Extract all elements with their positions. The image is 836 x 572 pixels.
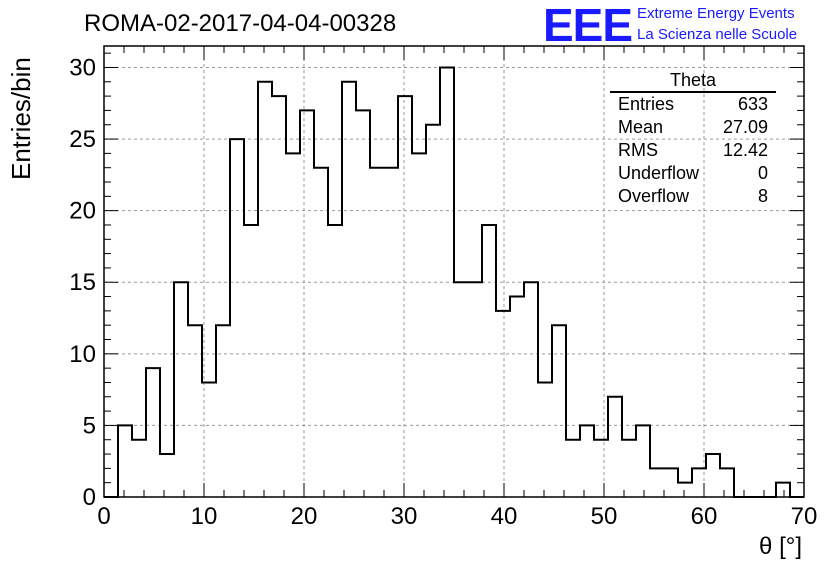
y-tick-label: 25 (69, 126, 96, 153)
x-tick-label: 50 (591, 503, 618, 530)
y-tick-label: 0 (83, 484, 96, 511)
stat-value: 633 (737, 94, 768, 114)
stat-label: Mean (618, 117, 664, 137)
stat-value: 12.42 (722, 140, 768, 160)
stats-box: Theta Entries 633 Mean 27.09 RMS 12.42 U… (610, 70, 776, 208)
logo-eee-text: EEE (543, 0, 633, 51)
y-axis-label: Entries/bin (6, 57, 36, 180)
x-tick-label: 40 (491, 503, 518, 530)
x-tick-label: 60 (691, 503, 718, 530)
y-tick-label: 20 (69, 198, 96, 225)
stat-label: Entries (618, 94, 675, 114)
x-tick-label: 10 (191, 503, 218, 530)
stat-value: 0 (757, 163, 768, 183)
y-tick-label: 15 (69, 269, 96, 296)
x-tick-label: 30 (391, 503, 418, 530)
axes (103, 45, 805, 498)
run-title: ROMA-02-2017-04-04-00328 (84, 10, 397, 37)
y-tick-label: 5 (83, 412, 96, 439)
stat-value: 8 (757, 186, 768, 206)
stat-label: Overflow (618, 186, 690, 206)
logo-subtitle-1: Extreme Energy Events (637, 5, 795, 22)
stat-value: 27.09 (722, 117, 768, 137)
histogram-step-line (104, 66, 804, 498)
stat-row-entries: Entries 633 (610, 93, 776, 116)
x-tick-label: 70 (791, 503, 818, 530)
stat-label: RMS (618, 140, 658, 160)
stat-row-underflow: Underflow 0 (610, 162, 776, 185)
x-axis-label: θ [°] (759, 533, 802, 560)
stat-label: Underflow (618, 163, 700, 183)
x-tick-label: 20 (291, 503, 318, 530)
stat-row-overflow: Overflow 8 (610, 185, 776, 208)
x-tick-label: 0 (97, 503, 110, 530)
tick-labels: 0 10 20 30 40 50 60 70 0 5 10 15 20 25 30 (69, 54, 817, 530)
y-tick-label: 10 (69, 341, 96, 368)
stat-row-rms: RMS 12.42 (610, 139, 776, 162)
stats-title: Theta (610, 70, 776, 93)
logo-subtitle-2: La Scienza nelle Scuole (637, 26, 798, 43)
y-tick-label: 30 (69, 54, 96, 81)
stat-row-mean: Mean 27.09 (610, 116, 776, 139)
plot-frame (103, 45, 805, 498)
